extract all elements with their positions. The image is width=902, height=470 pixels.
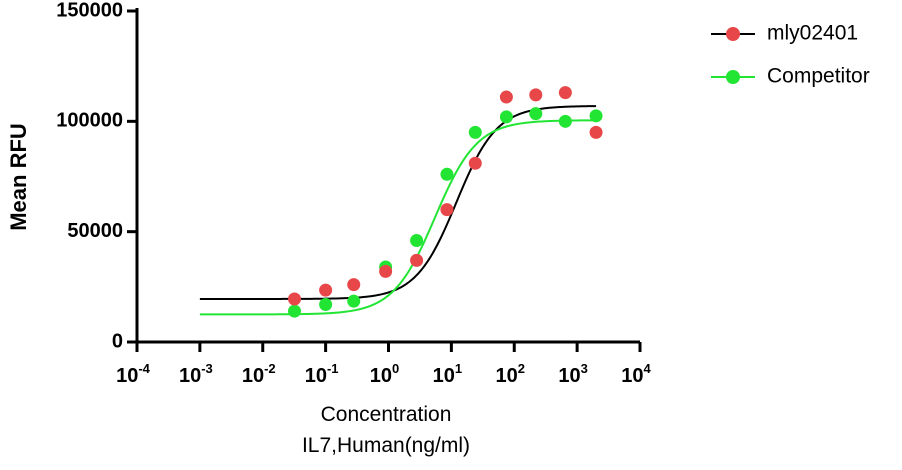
x-tick-base: 10: [496, 365, 518, 387]
legend-label-competitor: Competitor: [767, 65, 870, 88]
x-tick-label: 10-2: [242, 361, 276, 387]
fit-curve-competitor: [199, 119, 597, 316]
x-tick-label: 10-3: [179, 361, 213, 387]
data-point-competitor: [589, 109, 603, 123]
x-tick-label: 100: [370, 361, 399, 387]
x-tick-base: 10: [370, 365, 392, 387]
x-tick-base: 10: [621, 365, 643, 387]
x-tick-label: 10-1: [305, 361, 339, 387]
data-point-mly02401: [529, 88, 543, 102]
data-point-mly02401: [589, 125, 603, 139]
x-tick-exponent: 4: [644, 361, 652, 376]
x-tick-exponent: 0: [392, 361, 399, 376]
x-tick-label: 102: [496, 361, 525, 387]
data-point-competitor: [288, 304, 302, 318]
fit-curve-mly02401: [199, 105, 597, 300]
x-tick-exponent: -1: [327, 361, 339, 376]
data-point-competitor: [529, 107, 543, 121]
x-tick-label: 10-4: [116, 361, 151, 387]
x-axis-title-line-2: IL7,Human(ng/ml): [302, 434, 470, 457]
x-tick-label: 103: [558, 361, 587, 387]
data-point-mly02401: [499, 90, 513, 104]
x-tick-exponent: 2: [518, 361, 525, 376]
x-tick-base: 10: [116, 365, 138, 387]
y-axis-title: Mean RFU: [6, 123, 31, 231]
x-ticks-group: 10-4 10-3 10-2 10-1 100 101 102 103 104: [116, 342, 652, 387]
fit-curves-group: [199, 105, 597, 316]
x-tick-base: 10: [179, 365, 201, 387]
data-point-competitor: [319, 297, 333, 311]
x-tick-base: 10: [433, 365, 455, 387]
x-tick-exponent: -2: [264, 361, 276, 376]
x-tick-exponent: -3: [201, 361, 213, 376]
x-tick-exponent: -4: [138, 361, 150, 376]
data-point-mly02401: [379, 264, 393, 278]
data-point-competitor: [468, 125, 482, 139]
data-point-competitor: [558, 114, 572, 128]
x-tick-label: 101: [433, 361, 462, 387]
x-tick-exponent: 1: [455, 361, 462, 376]
y-tick-label: 150000: [56, 0, 123, 21]
data-point-competitor: [410, 233, 424, 247]
y-tick-label: 0: [112, 330, 123, 352]
y-tick-label: 50000: [67, 220, 123, 242]
y-ticks-group: 0 50000 100000 150000: [56, 0, 137, 352]
data-point-competitor: [499, 110, 513, 124]
x-tick-base: 10: [558, 365, 580, 387]
legend-label-mly02401: mly02401: [767, 22, 858, 45]
data-point-mly02401: [440, 203, 454, 217]
legend-marker-mly02401: [726, 27, 740, 41]
x-tick-exponent: 3: [581, 361, 588, 376]
x-tick-label: 104: [621, 361, 651, 387]
x-axis-title-line-1: Concentration: [321, 403, 452, 426]
y-tick-label: 100000: [56, 110, 123, 132]
data-point-competitor: [347, 294, 361, 308]
legend-marker-competitor: [726, 70, 740, 84]
data-point-mly02401: [468, 156, 482, 170]
data-point-competitor: [440, 167, 454, 181]
data-point-mly02401: [347, 278, 361, 292]
data-point-mly02401: [319, 283, 333, 297]
data-point-mly02401: [288, 292, 302, 306]
data-point-mly02401: [410, 253, 424, 267]
data-point-mly02401: [558, 86, 572, 100]
legend: mly02401 Competitor: [711, 22, 870, 88]
x-tick-base: 10: [242, 365, 264, 387]
data-points-group: [288, 86, 603, 318]
x-tick-base: 10: [305, 365, 327, 387]
